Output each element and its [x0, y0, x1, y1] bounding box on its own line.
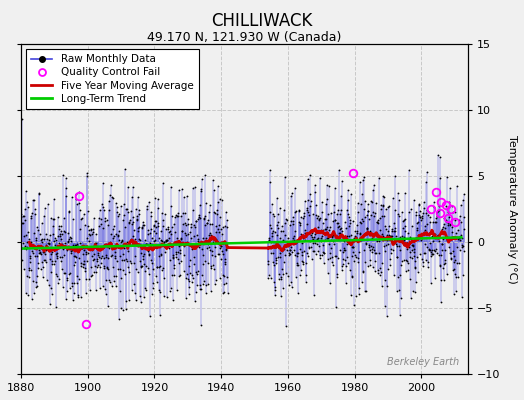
Y-axis label: Temperature Anomaly (°C): Temperature Anomaly (°C) — [507, 135, 517, 283]
Text: CHILLIWACK: CHILLIWACK — [211, 12, 313, 30]
Text: Berkeley Earth: Berkeley Earth — [387, 358, 459, 368]
Title: 49.170 N, 121.930 W (Canada): 49.170 N, 121.930 W (Canada) — [147, 31, 342, 44]
Legend: Raw Monthly Data, Quality Control Fail, Five Year Moving Average, Long-Term Tren: Raw Monthly Data, Quality Control Fail, … — [26, 49, 199, 109]
